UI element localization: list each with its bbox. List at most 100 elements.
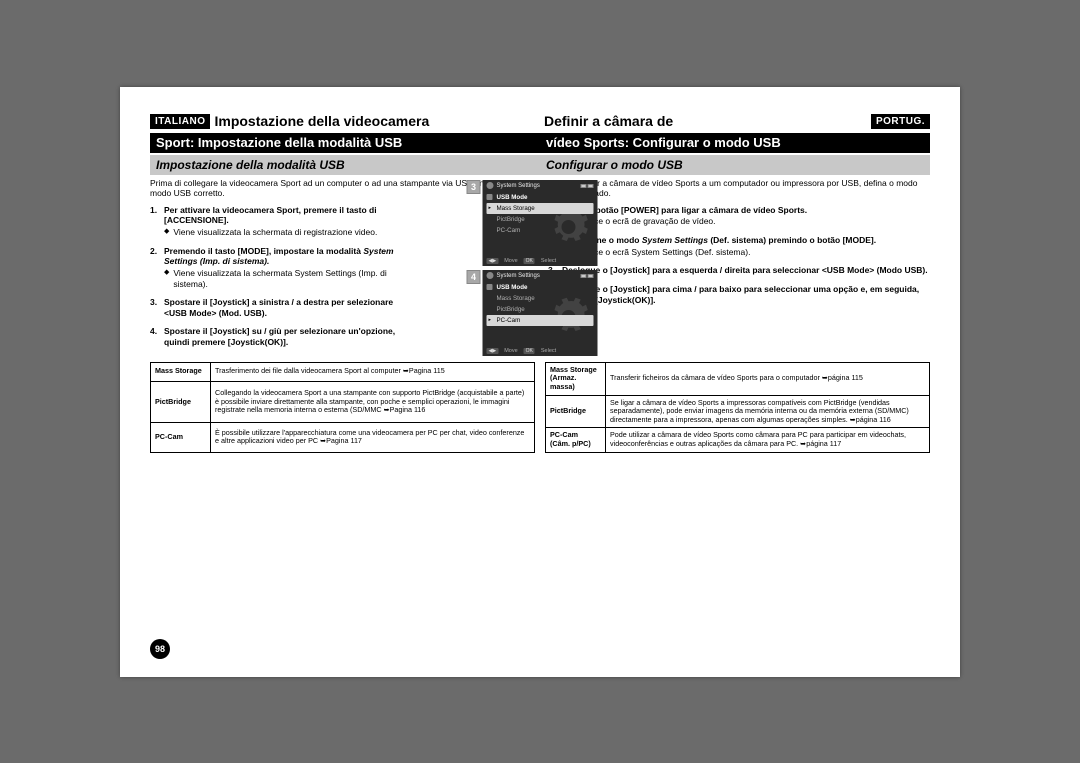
table-desc: Se ligar a câmara de vídeo Sports a impr…	[606, 395, 930, 428]
page-number-wrap: 98	[150, 639, 170, 659]
lang-tag-left: ITALIANO	[150, 114, 210, 129]
step-body: Desloque o [Joystick] para cima / para b…	[562, 284, 930, 305]
menu-item: PictBridge	[483, 214, 598, 225]
menu-item: PC-Cam	[487, 315, 594, 326]
screen-title: System Settings	[497, 183, 540, 189]
menu-title: USB Mode	[483, 192, 598, 203]
screen-footer: ◀▶Move OKSelect	[487, 348, 594, 354]
screen-footer: ◀▶Move OKSelect	[487, 258, 594, 264]
step-title: Seleccione o modo System Settings (Def. …	[562, 235, 930, 246]
step-bullet: Aparece o ecrã de gravação de vídeo.	[562, 216, 930, 227]
ok-icon: OK	[524, 258, 535, 264]
table-row: PictBridgeCollegando la videocamera Spor…	[151, 381, 535, 422]
step-number: 3.	[150, 297, 164, 318]
step-bullet: Viene visualizzata la schermata di regis…	[164, 227, 417, 238]
step-title: Spostare il [Joystick] su / giù per sele…	[164, 326, 417, 347]
title-right-2: vídeo Sports: Configurar o modo USB	[540, 133, 930, 153]
table-label: PC-Cam	[151, 422, 211, 452]
table-row: PC-Cam(Câm. p/PC)Pode utilizar a câmara …	[546, 428, 930, 452]
step: 3.Spostare il [Joystick] a sinistra / a …	[150, 297, 532, 318]
menu-item: Mass Storage	[487, 203, 594, 214]
gear-icon	[487, 272, 494, 279]
step-bullet: Aparece o ecrã System Settings (Def. sis…	[562, 247, 930, 258]
step-title: Prima o botão [POWER] para ligar a câmar…	[562, 205, 930, 216]
tables: Mass StorageTrasferimento dei file dalla…	[150, 362, 930, 453]
step-number: 2.	[150, 246, 164, 290]
menu-item: Mass Storage	[483, 293, 598, 304]
step: 1.Per attivare la videocamera Sport, pre…	[150, 205, 532, 238]
table-row: Mass StorageTrasferimento dei file dalla…	[151, 362, 535, 381]
content-right: Antes de ligar a câmara de vídeo Sports …	[540, 178, 930, 356]
table-label: PC-Cam(Câm. p/PC)	[546, 428, 606, 452]
table-left: Mass StorageTrasferimento dei file dalla…	[150, 362, 535, 453]
title-left-1: Impostazione della videocamera	[210, 113, 540, 129]
step-title: Per attivare la videocamera Sport, preme…	[164, 205, 417, 226]
screen-wrap: 4System SettingsUSB ModeMass StoragePict…	[483, 270, 598, 356]
screen-number: 4	[467, 270, 481, 284]
step-title: Spostare il [Joystick] a sinistra / a de…	[164, 297, 417, 318]
table-row: PC-CamÈ possibile utilizzare l'apparecch…	[151, 422, 535, 452]
step: 2.Seleccione o modo System Settings (Def…	[548, 235, 930, 257]
screen-header: System Settings	[483, 270, 598, 282]
step-body: Spostare il [Joystick] su / giù per sele…	[164, 326, 417, 347]
step-title: Desloque o [Joystick] para cima / para b…	[562, 284, 930, 305]
step-title: Premendo il tasto [MODE], impostare la m…	[164, 246, 417, 267]
screen-number: 3	[467, 180, 481, 194]
step-body: Prima o botão [POWER] para ligar a câmar…	[562, 205, 930, 227]
section-right: Configurar o modo USB	[540, 155, 930, 175]
step-number: 1.	[150, 205, 164, 238]
step: 3.Desloque o [Joystick] para a esquerda …	[548, 265, 930, 276]
section-left: Impostazione della modalità USB	[150, 155, 540, 175]
menu-item: PictBridge	[483, 304, 598, 315]
table-desc: Collegando la videocamera Sport a una st…	[211, 381, 535, 422]
step-body: Per attivare la videocamera Sport, preme…	[164, 205, 417, 238]
content: Prima di collegare la videocamera Sport …	[150, 178, 930, 356]
step: 4.Spostare il [Joystick] su / giù per se…	[150, 326, 532, 347]
table-label: PictBridge	[151, 381, 211, 422]
menu-title: USB Mode	[483, 282, 598, 293]
device-screen: System Settings USB ModeMass StoragePictB…	[483, 270, 598, 356]
nav-icon: ◀▶	[487, 258, 499, 264]
table-desc: Trasferimento dei file dalla videocamera…	[211, 362, 535, 381]
screenshots: 3System SettingsUSB ModeMass StoragePict…	[483, 180, 598, 360]
page-number: 98	[150, 639, 170, 659]
intro-right: Antes de ligar a câmara de vídeo Sports …	[548, 178, 930, 199]
step: 4.Desloque o [Joystick] para cima / para…	[548, 284, 930, 305]
screen-header: System Settings	[483, 180, 598, 192]
table-label: PictBridge	[546, 395, 606, 428]
content-left: Prima di collegare la videocamera Sport …	[150, 178, 540, 356]
title-right-1: Definir a câmara de	[540, 113, 871, 129]
table-label: Mass Storage(Armaz. massa)	[546, 362, 606, 395]
table-label: Mass Storage	[151, 362, 211, 381]
step-body: Premendo il tasto [MODE], impostare la m…	[164, 246, 417, 290]
gear-icon	[487, 182, 494, 189]
step-body: Seleccione o modo System Settings (Def. …	[562, 235, 930, 257]
battery-icon	[581, 184, 594, 188]
step-body: Desloque o [Joystick] para a esquerda / …	[562, 265, 930, 276]
table-right: Mass Storage(Armaz. massa)Transferir fic…	[545, 362, 930, 453]
step: 1.Prima o botão [POWER] para ligar a câm…	[548, 205, 930, 227]
header-left: ITALIANO Impostazione della videocamera …	[150, 112, 540, 175]
title-left-2: Sport: Impostazione della modalità USB	[150, 133, 540, 153]
manual-page: ITALIANO Impostazione della videocamera …	[120, 87, 960, 677]
table-row: PictBridgeSe ligar a câmara de vídeo Spo…	[546, 395, 930, 428]
lang-tag-right: PORTUG.	[871, 114, 930, 129]
table-row: Mass Storage(Armaz. massa)Transferir fic…	[546, 362, 930, 395]
step-number: 4.	[150, 326, 164, 347]
header: ITALIANO Impostazione della videocamera …	[150, 112, 930, 175]
nav-icon: ◀▶	[487, 348, 499, 354]
step-body: Spostare il [Joystick] a sinistra / a de…	[164, 297, 417, 318]
screen-wrap: 3System SettingsUSB ModeMass StoragePict…	[483, 180, 598, 266]
header-right: Definir a câmara de PORTUG. vídeo Sports…	[540, 112, 930, 175]
table-desc: È possibile utilizzare l'apparecchiatura…	[211, 422, 535, 452]
screen-title: System Settings	[497, 273, 540, 279]
menu-item: PC-Cam	[483, 225, 598, 236]
step-title: Desloque o [Joystick] para a esquerda / …	[562, 265, 930, 276]
battery-icon	[581, 274, 594, 278]
table-desc: Transferir ficheiros da câmara de vídeo …	[606, 362, 930, 395]
step-bullet: Viene visualizzata la schermata System S…	[164, 268, 417, 289]
steps-right: 1.Prima o botão [POWER] para ligar a câm…	[548, 205, 930, 305]
device-screen: System Settings USB ModeMass StoragePictB…	[483, 180, 598, 266]
ok-icon: OK	[524, 348, 535, 354]
table-desc: Pode utilizar a câmara de vídeo Sports c…	[606, 428, 930, 452]
